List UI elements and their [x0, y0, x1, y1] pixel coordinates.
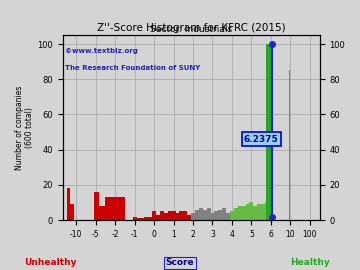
Bar [218, 210, 222, 220]
Bar [179, 211, 183, 220]
Title: Z''-Score Histogram for KFRC (2015): Z''-Score Histogram for KFRC (2015) [97, 23, 285, 33]
Bar [253, 206, 257, 220]
Bar [172, 211, 176, 220]
Bar [105, 197, 112, 220]
Bar [71, 204, 74, 220]
Bar [238, 206, 242, 220]
Bar [234, 208, 238, 220]
Bar [266, 44, 272, 220]
Bar [136, 218, 140, 220]
Bar [187, 215, 191, 220]
Bar [249, 202, 253, 220]
Text: Sector: Industrials: Sector: Industrials [150, 25, 232, 34]
Bar [144, 217, 148, 220]
Bar [112, 197, 125, 220]
Bar [191, 213, 195, 220]
Text: Unhealthy: Unhealthy [24, 258, 77, 267]
Bar [257, 204, 261, 220]
Bar [207, 208, 211, 220]
Bar [176, 213, 179, 220]
Bar [211, 213, 215, 220]
Bar [148, 217, 152, 220]
Bar [94, 192, 99, 220]
Text: Healthy: Healthy [290, 258, 329, 267]
Bar [168, 211, 172, 220]
Bar [265, 202, 269, 220]
Bar [164, 213, 168, 220]
Bar [289, 70, 291, 220]
Bar [226, 213, 230, 220]
Bar [222, 208, 226, 220]
Bar [160, 211, 164, 220]
Bar [140, 218, 144, 220]
Bar [133, 217, 136, 220]
Bar [246, 204, 249, 220]
Text: The Research Foundation of SUNY: The Research Foundation of SUNY [65, 65, 201, 71]
Text: ©www.textbiz.org: ©www.textbiz.org [65, 48, 138, 54]
Bar [242, 206, 246, 220]
Text: Score: Score [166, 258, 194, 267]
Bar [199, 208, 203, 220]
Bar [203, 210, 207, 220]
Text: 6.2375: 6.2375 [244, 135, 279, 144]
Bar [156, 215, 160, 220]
Y-axis label: Number of companies
(600 total): Number of companies (600 total) [15, 86, 35, 170]
Bar [215, 211, 218, 220]
Bar [183, 211, 187, 220]
Bar [261, 204, 265, 220]
Bar [67, 188, 71, 220]
Bar [230, 211, 234, 220]
Bar [195, 210, 199, 220]
Bar [152, 211, 156, 220]
Bar [99, 206, 105, 220]
